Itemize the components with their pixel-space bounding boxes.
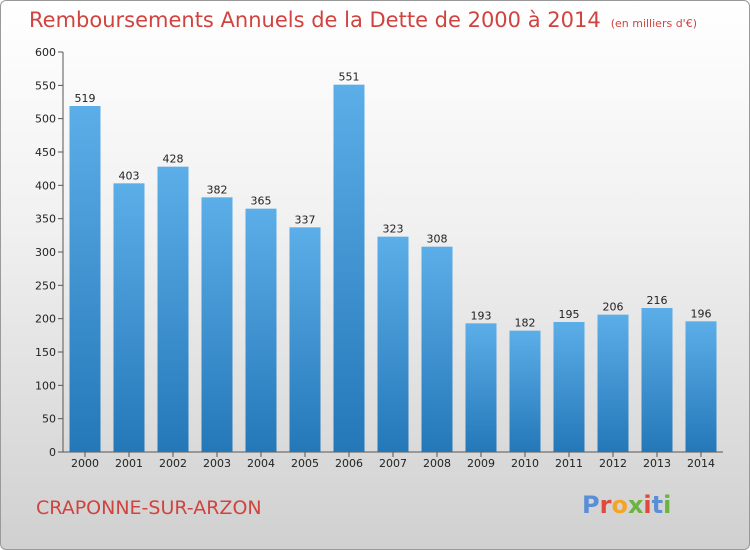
- bar: [597, 314, 629, 452]
- bar: [553, 322, 585, 452]
- axes: 0 50 100 150 200 250 300 350 400 450 500 550 600 2000…: [35, 46, 723, 470]
- bar-value-label: 337: [295, 213, 316, 226]
- bar-value-label: 182: [515, 317, 536, 330]
- y-tick-label: 550: [35, 79, 56, 92]
- x-tick-label: 2014: [687, 457, 715, 470]
- bar-value-label: 206: [603, 301, 624, 314]
- x-tick-label: 2009: [467, 457, 495, 470]
- bar-value-label: 216: [647, 294, 668, 307]
- bar-value-label: 323: [383, 223, 404, 236]
- city-name: CRAPONNE-SUR-ARZON: [36, 497, 262, 519]
- y-tick-label: 50: [42, 413, 56, 426]
- y-tick-label: 400: [35, 179, 56, 192]
- bar-value-label: 382: [207, 183, 228, 196]
- chart-title: Remboursements Annuels de la Dette de 20…: [29, 8, 601, 32]
- x-tick-label: 2008: [423, 457, 451, 470]
- bar-value-label: 551: [339, 71, 360, 84]
- bars: 519 403 428 382 365 337 551 323 308 193 182 195 206 2…: [69, 71, 717, 453]
- bar: [245, 208, 277, 452]
- x-tick-label: 2012: [599, 457, 627, 470]
- y-tick-label: 300: [35, 246, 56, 259]
- x-tick-label: 2010: [511, 457, 539, 470]
- bar-value-label: 428: [163, 153, 184, 166]
- y-tick-label: 250: [35, 279, 56, 292]
- bar: [641, 308, 673, 452]
- bar-value-label: 365: [251, 195, 272, 208]
- x-tick-label: 2005: [291, 457, 319, 470]
- logo-letter: r: [599, 491, 612, 519]
- chart-title-block: Remboursements Annuels de la Dette de 20…: [29, 8, 697, 32]
- logo-letter: t: [651, 491, 664, 519]
- y-tick-label: 350: [35, 213, 56, 226]
- bar: [157, 166, 189, 452]
- y-tick-label: 100: [35, 379, 56, 392]
- x-tick-label: 2011: [555, 457, 583, 470]
- x-tick-label: 2004: [247, 457, 275, 470]
- x-tick-label: 2002: [159, 457, 187, 470]
- x-tick-label: 2003: [203, 457, 231, 470]
- bar-value-label: 519: [75, 92, 96, 105]
- bar: [685, 321, 717, 452]
- logo-letter: o: [611, 491, 628, 519]
- x-tick-label: 2001: [115, 457, 143, 470]
- logo-letter: P: [582, 491, 600, 519]
- bar: [69, 106, 101, 452]
- x-tick-label: 2007: [379, 457, 407, 470]
- bar-value-label: 308: [427, 233, 448, 246]
- bar: [333, 84, 365, 453]
- bar-value-label: 196: [691, 307, 712, 320]
- logo-letter: x: [627, 491, 644, 519]
- y-tick-label: 0: [49, 446, 56, 459]
- x-tick-label: 2013: [643, 457, 671, 470]
- bar: [377, 236, 409, 452]
- bar: [465, 323, 497, 452]
- bar-value-label: 193: [471, 309, 492, 322]
- unit-note: (en milliers d'€): [610, 17, 697, 30]
- bar: [421, 246, 453, 452]
- logo-letter: i: [663, 491, 672, 519]
- logo-letter: i: [643, 491, 652, 519]
- x-tick-label: 2000: [71, 457, 99, 470]
- y-tick-label: 150: [35, 346, 56, 359]
- y-tick-label: 450: [35, 146, 56, 159]
- bar: [509, 330, 541, 452]
- proxiti-logo: Proxiti: [582, 491, 671, 519]
- y-tick-label: 200: [35, 313, 56, 326]
- bar-value-label: 195: [559, 308, 580, 321]
- x-tick-label: 2006: [335, 457, 363, 470]
- bar-value-label: 403: [119, 169, 140, 182]
- bar: [201, 197, 233, 452]
- bar: [289, 227, 321, 452]
- bar: [113, 183, 145, 453]
- y-tick-label: 600: [35, 46, 56, 59]
- y-tick-label: 500: [35, 113, 56, 126]
